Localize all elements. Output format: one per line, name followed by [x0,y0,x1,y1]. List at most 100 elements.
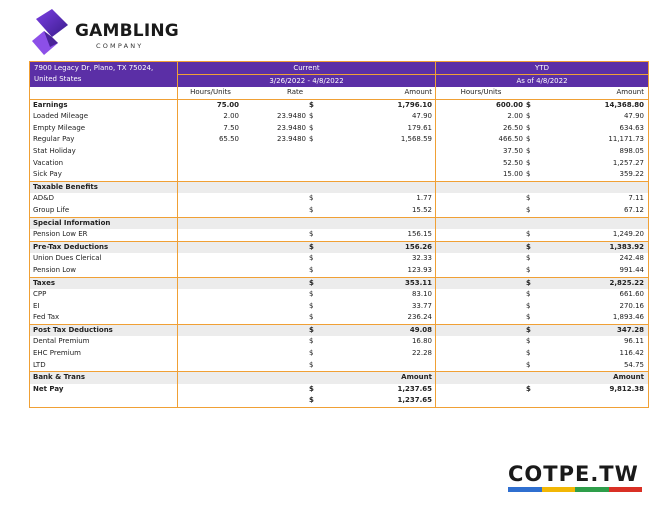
row-label: Sick Pay [30,169,178,181]
ytd-amount-cell: 116.42 [619,349,645,358]
row-label: Post Tax Deductions [30,324,178,337]
currency-cell: $ [526,242,531,251]
amount-cell [321,169,436,181]
row-label: Taxes [30,277,178,290]
ytd-amount-cell: 2,825.22 [609,278,644,287]
amount-cell: 15.52 [321,204,436,217]
column-header-row: Hours/Units Rate Amount Hours/Units Amou… [30,87,648,99]
ytd-amount-cell: 14,368.80 [604,100,644,109]
table-row: Pension Low $123.93 $991.44 [30,264,648,277]
currency-cell: $ [309,384,314,393]
currency-cell: $ [526,265,531,274]
ytd-hours-cell [436,372,526,384]
ytd-hours-cell [436,312,526,324]
row-label: Net Pay [30,383,178,396]
ytd-hours-cell: 600.00 [495,100,523,109]
hours-cell [178,265,243,277]
row-label: LTD [30,359,178,372]
amount-cell: Amount [321,372,436,384]
table-row: EHC Premium $22.28 $116.42 [30,348,648,360]
ytd-amount-cell: 634.63 [619,123,645,132]
table-row: LTD $ $54.75 [30,359,648,372]
hours-cell [178,372,243,384]
company-address: 7900 Legacy Dr, Plano, TX 75024, United … [30,62,178,87]
ytd-amount-cell: 9,812.38 [609,384,644,393]
watermark-color-bar [508,487,642,492]
currency-cell: $ [309,349,314,358]
currency-cell [309,158,321,170]
currency-cell: $ [309,337,314,346]
currency-cell: $ [526,313,531,322]
table-row: CPP $83.10 $661.60 [30,289,648,301]
section-row: Pre-Tax Deductions $156.26 $1,383.92 [30,240,648,254]
row-label: Pension Low ER [30,229,178,241]
rate-cell [243,372,309,384]
row-label: Stat Holiday [30,145,178,158]
ytd-amount-cell [538,182,648,194]
currency-cell: $ [526,146,531,155]
row-label: Dental Premium [30,336,178,349]
table-row: AD&D $1.77 $7.11 [30,193,648,205]
ytd-amount-cell [538,395,648,407]
hours-cell [178,146,243,158]
section-row: Post Tax Deductions $49.08 $347.28 [30,323,648,337]
amount-cell: 236.24 [321,312,436,324]
color-bar-segment [541,487,575,492]
col-rate: Rate [287,88,304,96]
amount-cell: 156.26 [321,241,436,254]
row-label: Regular Pay [30,134,178,146]
ytd-amount-cell: 242.48 [619,254,645,263]
section-row: Taxes $353.11 $2,825.22 [30,276,648,290]
hours-cell [178,242,243,254]
currency-cell: $ [309,301,314,310]
rate-cell [243,158,309,170]
amount-cell: 123.93 [321,264,436,277]
amount-cell: 1,237.65 [321,395,436,408]
amount-cell [321,181,436,194]
currency-cell: $ [309,123,314,132]
currency-cell: $ [309,205,314,214]
watermark-text: COTPE.TW [508,462,639,486]
rate-cell [243,348,309,360]
amount-cell: 1.77 [321,193,436,205]
col-ytd-amount: Amount [616,88,644,96]
watermark-brand: COTPE.TW [508,462,642,492]
pay-statement-table: 7900 Legacy Dr, Plano, TX 75024, United … [29,61,649,409]
statement-rows: Earnings 75.00 $1,796.10 600.00 $14,368.80 Lo… [30,98,648,408]
ytd-amount-cell: 11,171.73 [608,135,644,144]
ytd-amount-cell: Amount [613,373,644,382]
ytd-amount-cell: 1,383.92 [609,242,644,251]
amount-cell: 22.28 [321,348,436,360]
ytd-amount-cell: 991.44 [619,265,645,274]
amount-cell: 49.08 [321,324,436,337]
hours-cell: 65.50 [218,135,239,144]
ytd-header: YTD As of 4/8/2022 [436,62,648,87]
amount-cell [321,217,436,230]
row-label: Group Life [30,204,178,217]
ytd-label: YTD [436,62,648,75]
hours-cell [178,205,243,217]
hours-cell [178,229,243,241]
hours-cell [178,158,243,170]
ytd-amount-cell: 47.90 [623,112,644,121]
rate-cell [243,242,309,254]
currency-cell [309,169,321,181]
current-label: Current [178,62,435,75]
ytd-hours-cell [436,384,526,396]
amount-cell: 353.11 [321,277,436,290]
currency-cell: $ [309,135,314,144]
row-label: Empty Mileage [30,122,178,135]
ytd-amount-cell: 347.28 [616,325,644,334]
amount-cell: 83.10 [321,289,436,301]
col-amount: Amount [321,87,436,99]
section-row: Special Information [30,216,648,230]
color-bar-segment [508,487,542,492]
currency-cell: $ [526,254,531,263]
table-row: Union Dues Clerical $32.33 $242.48 [30,253,648,265]
rate-cell: 23.9480 [277,123,306,132]
row-label: Vacation [30,157,178,170]
currency-cell [309,218,321,230]
ytd-amount-cell: 7.11 [628,194,644,203]
currency-cell: $ [309,100,314,109]
color-bar-segment [575,487,609,492]
